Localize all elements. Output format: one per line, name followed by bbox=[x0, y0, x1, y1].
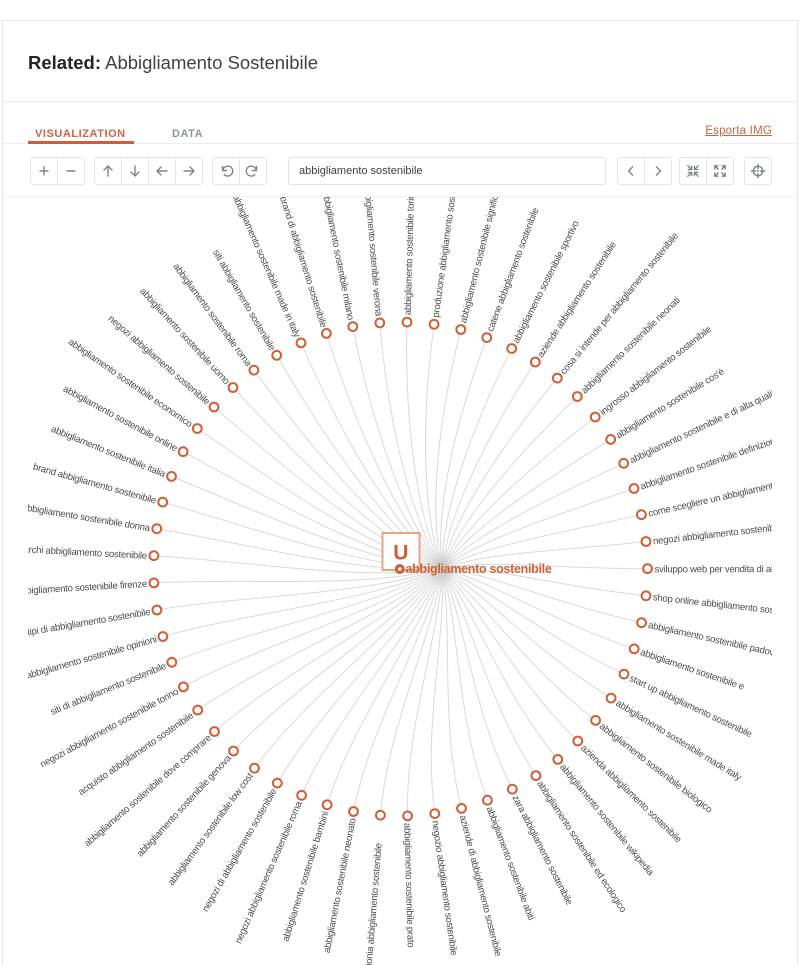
svg-text:produzione abbigliamento soste: produzione abbigliamento sostenibile bbox=[431, 197, 462, 318]
svg-text:abbigliamento sostenibile fire: abbigliamento sostenibile firenze bbox=[28, 579, 147, 597]
svg-text:abbigliamento sostenibile low: abbigliamento sostenibile low cost bbox=[166, 771, 256, 888]
svg-text:azienda abbigliamento sostenib: azienda abbigliamento sostenibile bbox=[578, 743, 683, 845]
svg-text:abbigliamento sostenibile pado: abbigliamento sostenibile padova bbox=[647, 620, 772, 660]
svg-text:negozi abbigliamento sostenibi: negozi abbigliamento sostenibile torino bbox=[38, 686, 180, 770]
svg-text:patagonia abbigliamento sosten: patagonia abbigliamento sostenibile bbox=[362, 843, 385, 965]
svg-text:shop online abbigliamento sost: shop online abbigliamento sostenibile bbox=[652, 592, 772, 619]
svg-text:acquisto abbigliamento sosteni: acquisto abbigliamento sostenibile bbox=[76, 710, 195, 798]
svg-text:aziende abbigliamento sostenib: aziende abbigliamento sostenibile bbox=[535, 240, 618, 360]
svg-text:abbigliamento sostenibile uomo: abbigliamento sostenibile uomo bbox=[137, 286, 231, 387]
svg-text:abbigliamento sostenibile made: abbigliamento sostenibile made italy bbox=[614, 698, 744, 783]
svg-text:abbigliamento sostenibile wiki: abbigliamento sostenibile wikipedia bbox=[557, 762, 656, 879]
svg-text:abbigliamento sostenibile donn: abbigliamento sostenibile donna bbox=[28, 502, 152, 534]
svg-text:abbigliamento sostenibile: abbigliamento sostenibile bbox=[406, 562, 552, 576]
svg-text:abbigliamento sostenibile econ: abbigliamento sostenibile economico bbox=[66, 337, 194, 430]
svg-text:abbigliamento sostenibile tori: abbigliamento sostenibile torino bbox=[403, 197, 417, 315]
svg-text:negozi abbigliamento sostenibi: negozi abbigliamento sostenibile bbox=[106, 313, 212, 407]
svg-text:abbigliamento sostenibile ed e: abbigliamento sostenibile ed ecologico bbox=[534, 779, 628, 914]
svg-text:abbigliamento sostenibile prat: abbigliamento sostenibile prato bbox=[401, 823, 416, 948]
svg-text:negozi abbigliamento sostenibi: negozi abbigliamento sostenibile bbox=[652, 522, 772, 547]
svg-text:abbigliamento sostenibile geno: abbigliamento sostenibile genova bbox=[135, 753, 234, 860]
svg-text:ingrosso abbigliamento sosteni: ingrosso abbigliamento sostenibile bbox=[598, 324, 714, 418]
svg-text:sviluppo web per vendita di ab: sviluppo web per vendita di abbigliament… bbox=[654, 564, 772, 575]
svg-text:abbigliamento sostenibile vero: abbigliamento sostenibile verona bbox=[362, 197, 384, 317]
svg-text:abbigliamento sostenibile cos': abbigliamento sostenibile cos'è bbox=[614, 367, 726, 442]
svg-text:abbigliamento sostenibile neon: abbigliamento sostenibile neonati bbox=[579, 295, 682, 396]
svg-text:tipi di abbigliamento sostenib: tipi di abbigliamento sostenibile bbox=[28, 607, 151, 639]
svg-text:negozi di abbigliamento sosten: negozi di abbigliamento sostenibile bbox=[200, 787, 279, 914]
svg-text:negozio abbigliamento sostenib: negozio abbigliamento sostenibile bbox=[429, 820, 459, 956]
svg-text:U: U bbox=[393, 542, 408, 565]
svg-text:marchi abbigliamento sostenibi: marchi abbigliamento sostenibile bbox=[28, 544, 147, 562]
svg-text:abbigliamento sostenibile biol: abbigliamento sostenibile biologico bbox=[597, 721, 714, 815]
svg-text:abbigliamento sostenibile neon: abbigliamento sostenibile neonato bbox=[322, 818, 359, 954]
svg-text:abbigliamento sostenibile roma: abbigliamento sostenibile roma bbox=[170, 262, 253, 370]
svg-text:abbigliamento sostenibile mila: abbigliamento sostenibile milano bbox=[320, 197, 356, 321]
